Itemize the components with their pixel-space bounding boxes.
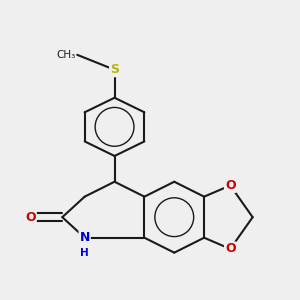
Text: O: O	[25, 211, 36, 224]
Text: O: O	[225, 242, 236, 255]
Text: N: N	[80, 231, 90, 244]
Text: O: O	[225, 179, 236, 192]
Text: CH₃: CH₃	[56, 50, 75, 60]
Text: S: S	[110, 63, 119, 76]
Text: H: H	[80, 248, 89, 258]
